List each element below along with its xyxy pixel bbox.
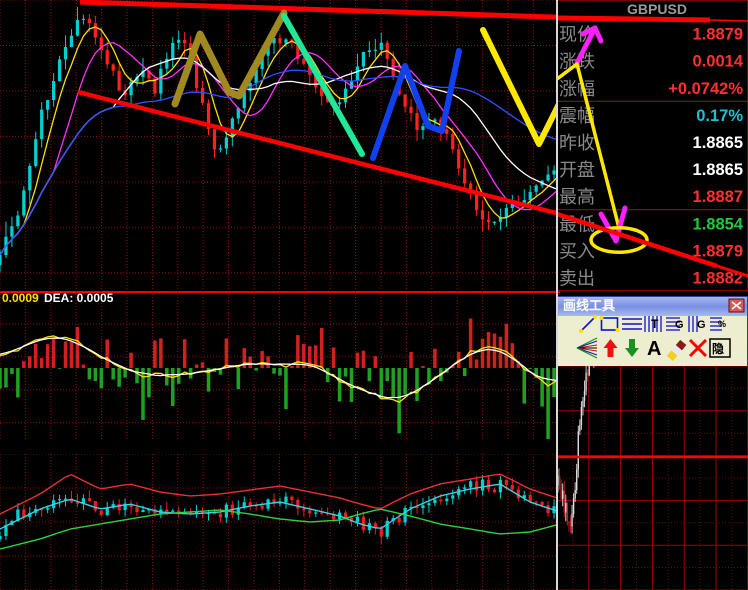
svg-text:1.8879: 1.8879 xyxy=(693,26,743,44)
svg-text:1.8879: 1.8879 xyxy=(693,242,743,260)
svg-text:%: % xyxy=(718,319,726,329)
svg-text:昨收: 昨收 xyxy=(559,133,595,153)
svg-text:0.0014: 0.0014 xyxy=(693,53,744,71)
svg-text:1.8854: 1.8854 xyxy=(693,215,744,233)
svg-text:0.17%: 0.17% xyxy=(696,107,743,125)
svg-text:T: T xyxy=(651,317,659,331)
svg-text:隐: 隐 xyxy=(712,341,724,356)
svg-text:1.8865: 1.8865 xyxy=(693,134,743,152)
svg-text:+0.0742%: +0.0742% xyxy=(668,80,743,98)
svg-text:DEA: 0.0005: DEA: 0.0005 xyxy=(44,291,114,305)
svg-text:画线工具: 画线工具 xyxy=(563,298,615,313)
svg-text:涨幅: 涨幅 xyxy=(559,79,595,99)
svg-text:GBPUSD: GBPUSD xyxy=(627,1,687,17)
svg-text:A: A xyxy=(647,338,661,360)
svg-text:开盘: 开盘 xyxy=(559,160,595,180)
svg-text:卖出: 卖出 xyxy=(559,268,595,288)
svg-text:G: G xyxy=(675,319,684,331)
svg-text:最高: 最高 xyxy=(559,187,595,207)
svg-text:0.0009: 0.0009 xyxy=(2,291,39,305)
svg-text:1.8865: 1.8865 xyxy=(693,161,743,179)
svg-text:G: G xyxy=(697,319,706,331)
svg-text:1.8887: 1.8887 xyxy=(693,188,743,206)
svg-text:买入: 买入 xyxy=(559,241,595,261)
